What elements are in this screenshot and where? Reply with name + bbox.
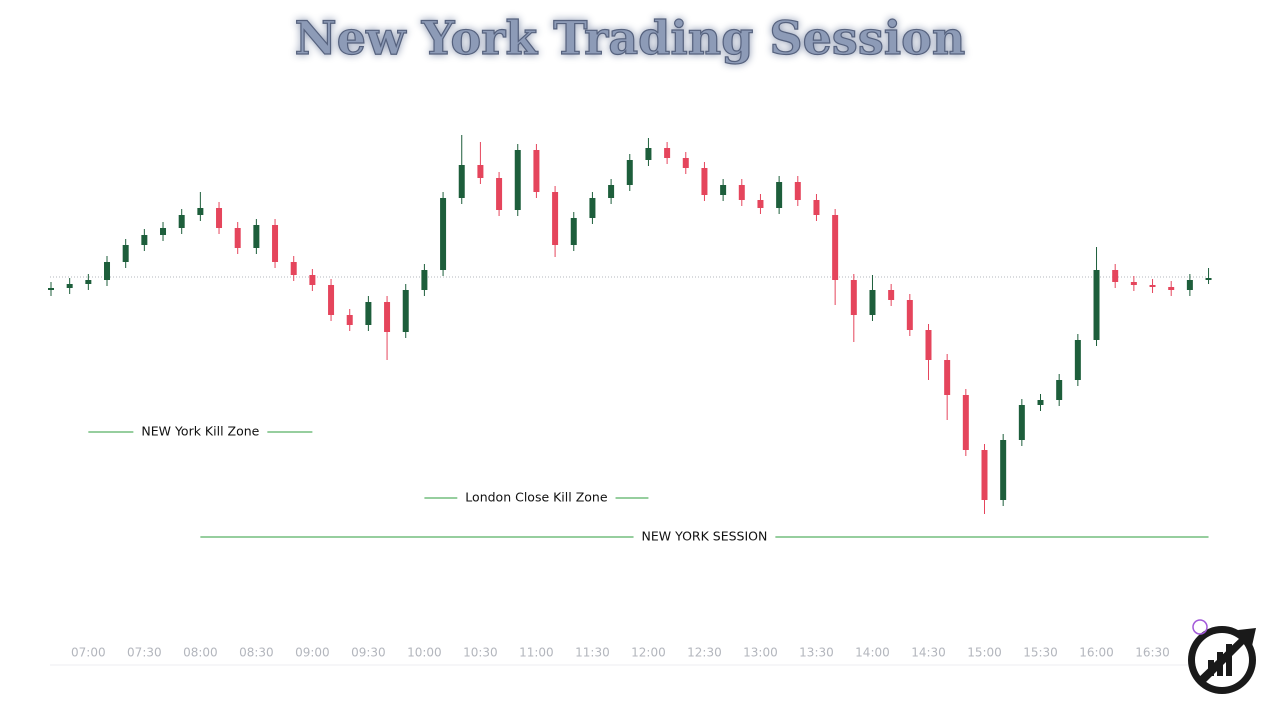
chart-title: New York Trading Session [295,11,966,65]
x-tick-label: 14:30 [911,646,946,660]
candle-body [608,185,615,198]
candle-body [645,148,652,160]
candle-body [1074,340,1081,380]
candle-body [962,395,969,450]
candle-body [216,208,223,228]
candle-body [458,165,465,198]
candle-body [477,165,484,178]
x-tick-label: 07:30 [127,646,162,660]
candle-body [66,284,73,288]
candle-body [813,200,820,215]
candle-body [309,275,316,285]
candle-body [1056,380,1063,400]
x-tick-label: 11:00 [519,646,554,660]
candle-body [570,218,577,245]
annotation-label: NEW York Kill Zone [141,424,259,439]
candle-body [104,262,111,280]
x-tick-label: 12:30 [687,646,722,660]
x-tick-label: 15:00 [967,646,1002,660]
candle-body [776,182,783,208]
candle-body [1130,282,1137,285]
x-tick-label: 09:30 [351,646,386,660]
candle-body [272,225,279,262]
candle-body [533,150,540,192]
candle-body [253,225,260,248]
x-tick-label: 09:00 [295,646,330,660]
candle-body [925,330,932,360]
candle-body [440,198,447,270]
candle-body [850,280,857,315]
candle-body [906,300,913,330]
candle-body [1037,400,1044,405]
candle-body [365,302,372,325]
x-tick-label: 10:30 [463,646,498,660]
candle-body [421,270,428,290]
x-tick-label: 12:00 [631,646,666,660]
candle-body [626,160,633,185]
annotation-label: NEW YORK SESSION [642,529,768,544]
candle-body [48,288,54,290]
x-tick-label: 08:30 [239,646,274,660]
candle-body [197,208,204,215]
candle-body [141,235,148,245]
candle-body [384,302,391,332]
candle-body [888,290,895,300]
candle-body [589,198,596,218]
candle-body [178,215,185,228]
candle-body [1186,280,1193,290]
x-tick-label: 13:30 [799,646,834,660]
x-tick-label: 16:00 [1079,646,1114,660]
candle-body [682,158,689,168]
x-tick-label: 07:00 [71,646,106,660]
candle-body [402,290,409,332]
x-tick-label: 13:00 [743,646,778,660]
candle-body [664,148,671,158]
candle-body [1205,278,1212,280]
candle-body [701,168,708,195]
candle-body [1093,270,1100,340]
candle-body [738,185,745,200]
candle-body [514,150,521,210]
candle-body [1168,287,1175,290]
x-tick-label: 16:30 [1135,646,1170,660]
x-tick-label: 15:30 [1023,646,1058,660]
candle-body [234,228,241,248]
candle-body [869,290,876,315]
x-tick-label: 11:30 [575,646,610,660]
candle-body [85,280,92,284]
candle-body [496,178,503,210]
annotation-label: London Close Kill Zone [465,490,608,505]
candle-body [552,192,559,245]
candle-body [290,262,297,275]
logo [1188,619,1256,694]
x-tick-label: 08:00 [183,646,218,660]
candle-body [720,185,727,195]
candle-body [794,182,801,200]
candle-body [1018,405,1025,440]
candle-body [1112,270,1119,282]
candle-body [981,450,988,500]
candle-body [757,200,764,208]
candle-body [1149,285,1156,287]
candle-body [1000,440,1007,500]
candle-body [160,228,167,235]
x-tick-label: 14:00 [855,646,890,660]
x-tick-label: 10:00 [407,646,442,660]
candle-body [122,245,129,262]
candle-body [832,215,839,280]
candle-body [346,315,353,325]
candle-body [328,285,335,315]
candle-body [944,360,951,395]
